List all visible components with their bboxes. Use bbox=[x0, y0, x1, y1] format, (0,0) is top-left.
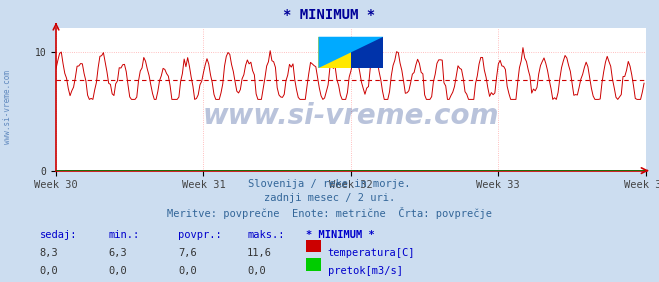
Text: 0,0: 0,0 bbox=[109, 266, 127, 276]
Text: 0,0: 0,0 bbox=[247, 266, 266, 276]
Text: 8,3: 8,3 bbox=[40, 248, 58, 258]
Text: 0,0: 0,0 bbox=[40, 266, 58, 276]
Text: 7,6: 7,6 bbox=[178, 248, 196, 258]
Text: povpr.:: povpr.: bbox=[178, 230, 221, 240]
Bar bbox=[351, 37, 384, 68]
Text: temperatura[C]: temperatura[C] bbox=[328, 248, 415, 258]
Bar bbox=[318, 37, 351, 68]
Text: Slovenija / reke in morje.: Slovenija / reke in morje. bbox=[248, 179, 411, 189]
Text: pretok[m3/s]: pretok[m3/s] bbox=[328, 266, 403, 276]
Text: maks.:: maks.: bbox=[247, 230, 285, 240]
Text: 11,6: 11,6 bbox=[247, 248, 272, 258]
Text: zadnji mesec / 2 uri.: zadnji mesec / 2 uri. bbox=[264, 193, 395, 203]
Text: min.:: min.: bbox=[109, 230, 140, 240]
Text: sedaj:: sedaj: bbox=[40, 230, 77, 240]
Text: www.si-vreme.com: www.si-vreme.com bbox=[203, 102, 499, 131]
Text: 6,3: 6,3 bbox=[109, 248, 127, 258]
Text: Meritve: povprečne  Enote: metrične  Črta: povprečje: Meritve: povprečne Enote: metrične Črta:… bbox=[167, 207, 492, 219]
Text: 0,0: 0,0 bbox=[178, 266, 196, 276]
Text: * MINIMUM *: * MINIMUM * bbox=[306, 230, 375, 240]
Text: www.si-vreme.com: www.si-vreme.com bbox=[3, 70, 13, 144]
Polygon shape bbox=[318, 37, 384, 68]
Text: * MINIMUM *: * MINIMUM * bbox=[283, 8, 376, 23]
